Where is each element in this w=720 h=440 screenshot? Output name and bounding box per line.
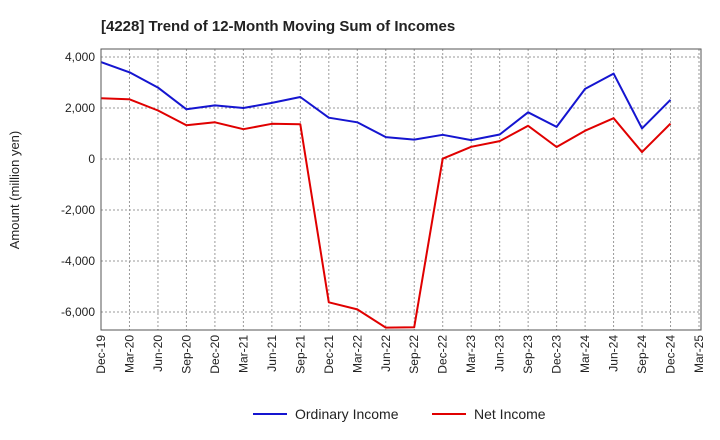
series-lines <box>100 61 672 329</box>
x-tick-label: Sep-22 <box>407 335 421 374</box>
y-tick-label: -6,000 <box>61 305 95 319</box>
y-axis-label: Amount (million yen) <box>7 131 22 250</box>
x-tick-label: Sep-20 <box>179 335 193 374</box>
y-tick-labels: 4,000 2,000 0 -2,000 -4,000 -6,000 <box>61 50 95 319</box>
x-tick-label: Mar-20 <box>122 335 136 373</box>
x-tick-label: Sep-24 <box>635 335 649 374</box>
x-tick-label: Dec-23 <box>550 335 564 374</box>
x-tick-label: Mar-23 <box>464 335 478 373</box>
x-tick-label: Mar-21 <box>236 335 250 373</box>
x-tick-label: Dec-24 <box>664 335 678 374</box>
chart-title: [4228] Trend of 12-Month Moving Sum of I… <box>101 18 455 35</box>
x-tick-label: Mar-22 <box>350 335 364 373</box>
x-tick-label: Sep-23 <box>521 335 535 374</box>
x-tick-label: Dec-20 <box>208 335 222 374</box>
x-tick-labels: Dec-19 Mar-20 Jun-20 Sep-20 Dec-20 Mar-21 Jun-… <box>94 335 706 374</box>
plot-area-frame <box>100 48 702 331</box>
series-line-ordinary-income <box>100 61 672 142</box>
y-tick-label: 2,000 <box>65 101 95 115</box>
legend-label: Net Income <box>474 406 546 422</box>
x-tick-label: Jun-20 <box>151 335 165 372</box>
legend: Ordinary Income Net Income <box>253 406 546 422</box>
x-tick-label: Sep-21 <box>293 335 307 374</box>
x-tick-label: Jun-21 <box>265 335 279 372</box>
y-tick-label: 4,000 <box>65 50 95 64</box>
x-tick-label: Dec-21 <box>322 335 336 374</box>
legend-label: Ordinary Income <box>295 406 399 422</box>
y-tick-label: 0 <box>88 152 95 166</box>
x-tick-label: Dec-19 <box>94 335 108 374</box>
gridlines <box>100 49 701 330</box>
x-tick-label: Mar-24 <box>578 335 592 373</box>
y-tick-label: -4,000 <box>61 254 95 268</box>
x-tick-label: Jun-22 <box>379 335 393 372</box>
x-tick-label: Mar-25 <box>692 335 706 373</box>
x-tick-label: Jun-23 <box>493 335 507 372</box>
x-tick-label: Dec-22 <box>436 335 450 374</box>
series-line-net-income <box>100 97 672 329</box>
y-tick-label: -2,000 <box>61 203 95 217</box>
x-tick-label: Jun-24 <box>607 335 621 372</box>
